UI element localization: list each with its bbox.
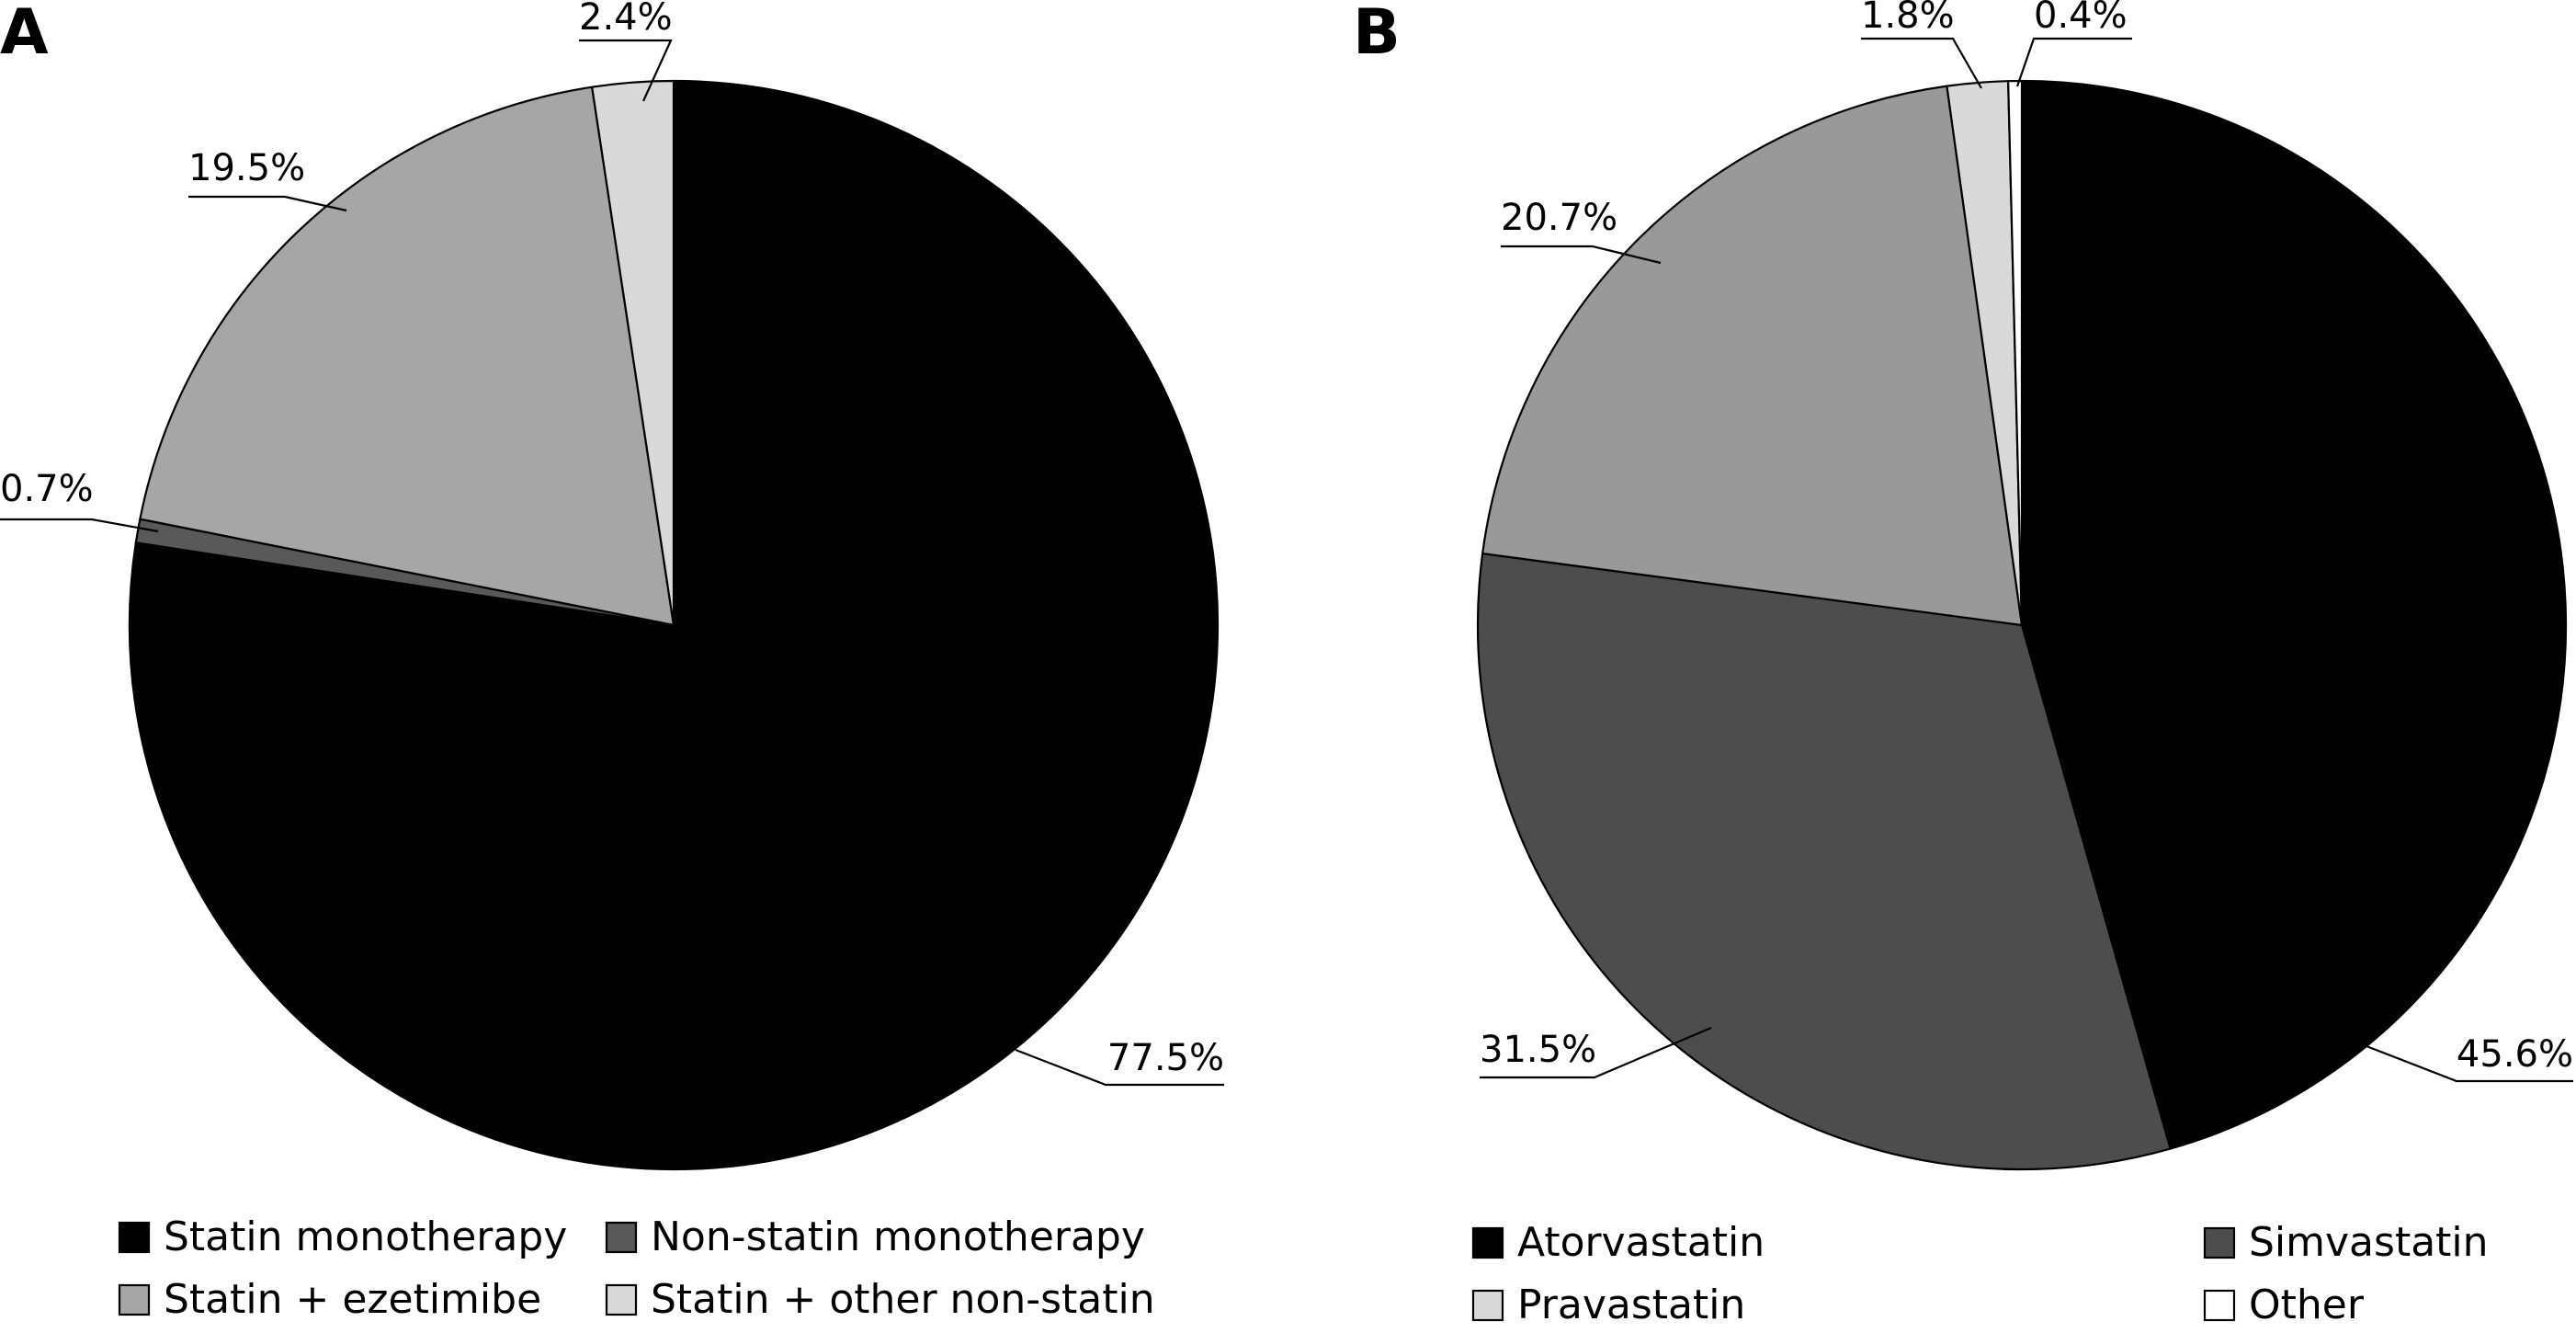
leader-line-statin-other-non-statin [579,39,673,102]
data-label-statin-ezetimibe: 19.5% [188,147,305,189]
pie-slice-statin-other-non-statin [591,79,675,627]
legend-label-pravastatin: Pravastatin [1517,1282,1745,1328]
legend-label-statin-other-non-statin: Statin + other non-statin [651,1276,1155,1323]
pie-chart-b: B 45.6% 31.5% 20.7% 1.8% 0.4% Atorvastatin Simv… [1353,0,2573,1328]
legend-b: AtorvastatinSimvastatinRosuvastatinPrava… [1471,1219,2489,1328]
leader-line-pravastatin [1861,37,1982,89]
pie-slice-atorvastatin [2020,79,2568,1150]
leader-line-statin-ezetimibe [188,195,347,212]
data-label-statin-monotherapy: 77.5% [1107,1037,1224,1079]
pie-slice-rosuvastatin [1481,85,2024,627]
leader-line-rosuvastatin [1501,245,1662,265]
leader-line-simvastatin [1480,1026,1712,1079]
pie-slice-simvastatin [1476,553,2172,1171]
data-label-pravastatin: 1.8% [1861,0,1955,37]
pie-chart-a: A 77.5% 0.7% 19.5% 2.4% Statin monotherapy Non… [0,0,1224,1323]
legend-swatch-non-statin-monotherapy [605,1221,638,1254]
leader-line-atorvastatin [2366,1044,2573,1083]
data-label-atorvastatin: 45.6% [2457,1033,2573,1076]
legend-label-non-statin-monotherapy: Non-statin monotherapy [651,1213,1145,1260]
legend-swatch-other [2203,1289,2236,1322]
legend-swatch-statin-other-non-statin [605,1283,638,1316]
legend-swatch-statin-monotherapy [118,1221,151,1254]
leader-line-statin-monotherapy [1015,1048,1224,1087]
legend-swatch-atorvastatin [1471,1226,1504,1259]
panel-letter-b: B [1353,0,1401,69]
legend-label-other: Other [2249,1282,2365,1328]
legend-label-statin-monotherapy: Statin monotherapy [164,1213,567,1260]
leader-line-other [2015,37,2132,87]
data-label-statin-other-non-statin: 2.4% [579,0,673,39]
data-label-rosuvastatin: 20.7% [1501,197,1617,239]
panel-letter-a: A [0,0,49,69]
data-label-non-statin-monotherapy: 0.7% [0,468,94,510]
pie-slice-statin-ezetimibe [139,85,675,627]
legend-label-simvastatin: Simvastatin [2249,1219,2489,1266]
data-label-simvastatin: 31.5% [1480,1029,1596,1071]
legend-label-atorvastatin: Atorvastatin [1517,1219,1765,1266]
pie-slice-other [2007,79,2024,627]
legend-swatch-pravastatin [1471,1289,1504,1322]
legend-a: Statin monotherapy Non-statin monotherapy… [118,1213,1155,1323]
leader-line-non-statin-monotherapy [0,518,159,533]
data-label-other: 0.4% [2034,0,2128,37]
legend-swatch-statin-ezetimibe [118,1283,151,1316]
legend-swatch-simvastatin [2203,1226,2236,1259]
legend-label-statin-ezetimibe: Statin + ezetimibe [164,1276,541,1323]
